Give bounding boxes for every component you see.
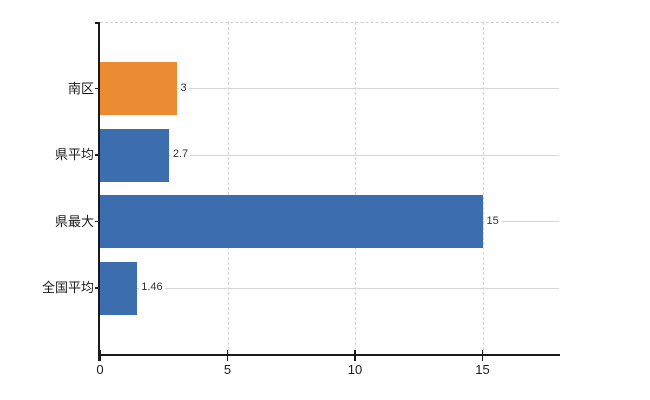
- v-gridline: [227, 22, 229, 355]
- bar: [100, 62, 177, 115]
- plot-top-frame: [95, 22, 559, 23]
- x-tick-mark: [226, 350, 229, 361]
- category-tick-mark: [94, 220, 100, 223]
- x-tick-mark: [99, 350, 101, 361]
- category-tick-mark: [94, 287, 100, 289]
- h-gridline: [100, 287, 559, 289]
- y-axis-top-tick: [94, 22, 100, 24]
- x-tick-mark: [481, 350, 484, 361]
- h-gridline: [100, 88, 559, 89]
- y-axis-line: [97, 22, 100, 361]
- x-tick-label: 15: [475, 362, 490, 377]
- category-label: 県最大: [54, 213, 94, 229]
- x-tick-label: 10: [347, 362, 363, 377]
- x-tick-mark: [354, 350, 356, 361]
- category-label: 県平均: [54, 147, 94, 162]
- x-tick-label: 5: [223, 362, 232, 377]
- v-gridline: [355, 22, 356, 355]
- bar: [100, 261, 138, 315]
- bar-value-label: 1.46: [139, 280, 165, 295]
- bar-value-label: 3: [178, 80, 189, 96]
- h-gridline: [100, 154, 559, 156]
- category-label: 南区: [67, 80, 94, 96]
- category-tick-mark: [94, 154, 100, 156]
- bar-value-label: 2.7: [170, 147, 191, 162]
- bar: [100, 128, 169, 182]
- category-tick-mark: [94, 87, 100, 90]
- v-gridline: [482, 22, 484, 355]
- category-label: 全国平均: [41, 280, 94, 295]
- x-tick-label: 0: [96, 362, 104, 377]
- bar-value-label: 15: [484, 213, 501, 229]
- x-axis-line: [97, 354, 560, 356]
- bar: [100, 195, 483, 248]
